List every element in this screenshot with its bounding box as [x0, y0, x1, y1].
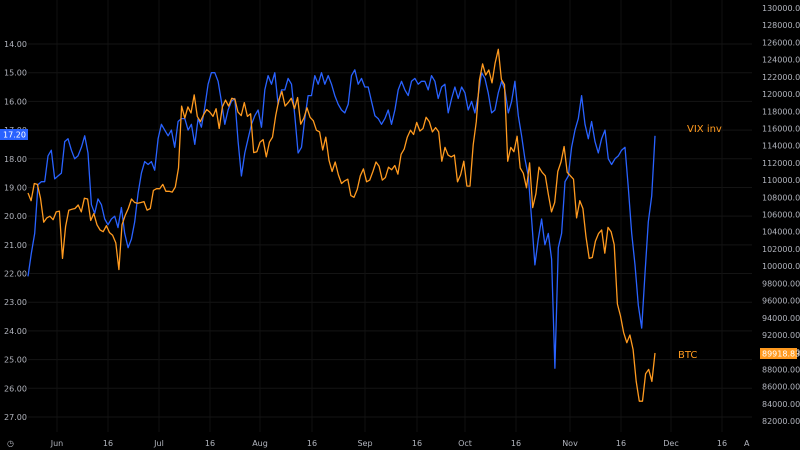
left-tick-label: 20.00 [4, 212, 27, 221]
left-price-badge: 17.20 [0, 129, 28, 140]
series-layer [27, 48, 656, 402]
left-tick-label: 26.00 [4, 384, 27, 393]
right-tick-label: 110000.00 [762, 176, 800, 185]
btc-series-line [27, 48, 656, 402]
right-tick-label: 92000.00 [762, 331, 800, 340]
left-tick-label: 25.00 [4, 356, 27, 365]
timezone-icon[interactable]: ◷ [7, 439, 14, 448]
left-tick-label: 16.00 [4, 97, 27, 106]
x-tick-label: Sep [357, 439, 372, 448]
x-tick-label: Aug [252, 439, 268, 448]
right-tick-label: 98000.00 [762, 279, 800, 288]
x-tick-label: 16 [307, 439, 317, 448]
left-tick-label: 14.00 [4, 40, 27, 49]
vix-inv-series-line [27, 69, 656, 369]
right-tick-label: 130000.00 [762, 4, 800, 13]
x-tick-label: 16 [717, 439, 727, 448]
left-tick-label: 21.00 [4, 241, 27, 250]
right-tick-label: 86000.00 [762, 383, 800, 392]
x-tick-label: 16 [205, 439, 215, 448]
x-tick-label: Jul [153, 439, 164, 448]
auto-scale-icon[interactable]: A [744, 439, 750, 448]
left-tick-label: 27.00 [4, 413, 27, 422]
left-tick-label: 19.00 [4, 183, 27, 192]
x-tick-label: Nov [562, 439, 578, 448]
right-tick-label: 120000.00 [762, 90, 800, 99]
x-tick-label: Oct [458, 439, 472, 448]
left-tick-label: 23.00 [4, 298, 27, 307]
x-tick-label: Jun [50, 439, 64, 448]
right-tick-label: 82000.00 [762, 417, 800, 426]
right-tick-label: 100000.00 [762, 262, 800, 271]
right-axis[interactable]: 82000.0084000.0086000.0088000.0090000.00… [762, 4, 800, 426]
right-tick-label: 116000.00 [762, 124, 800, 133]
right-tick-label: 106000.00 [762, 211, 800, 220]
left-tick-label: 18.00 [4, 155, 27, 164]
right-tick-label: 96000.00 [762, 297, 800, 306]
right-tick-label: 102000.00 [762, 245, 800, 254]
time-axis[interactable]: Jun 16 Jul 16 Aug 16 Sep 16 Oct 16 Nov 16 Dec 16 [50, 439, 727, 448]
left-tick-label: 15.00 [4, 69, 27, 78]
right-tick-label: 84000.00 [762, 400, 800, 409]
left-tick-label: 24.00 [4, 327, 27, 336]
right-tick-label: 122000.00 [762, 73, 800, 82]
left-axis[interactable]: 14.0015.0016.0017.0018.0019.0020.0021.00… [4, 40, 27, 422]
right-tick-label: 104000.00 [762, 228, 800, 237]
x-tick-label: 16 [511, 439, 521, 448]
x-tick-label: 16 [412, 439, 422, 448]
right-price-badge-text: 89918.83 [762, 350, 800, 359]
vix-series-label: VIX inv [687, 124, 722, 135]
right-tick-label: 114000.00 [762, 142, 800, 151]
grid-lines [28, 0, 752, 432]
right-tick-label: 128000.00 [762, 21, 800, 30]
x-tick-label: 16 [616, 439, 626, 448]
right-tick-label: 126000.00 [762, 38, 800, 47]
right-tick-label: 94000.00 [762, 314, 800, 323]
right-tick-label: 124000.00 [762, 56, 800, 65]
right-tick-label: 118000.00 [762, 107, 800, 116]
x-tick-label: 16 [103, 439, 113, 448]
right-tick-label: 108000.00 [762, 193, 800, 202]
right-tick-label: 112000.00 [762, 159, 800, 168]
x-tick-label: Dec [663, 439, 678, 448]
left-price-badge-text: 17.20 [3, 131, 26, 140]
left-tick-label: 22.00 [4, 270, 27, 279]
btc-series-label: BTC [678, 350, 697, 361]
right-price-badge: 89918.83 [760, 348, 800, 359]
right-tick-label: 88000.00 [762, 365, 800, 374]
